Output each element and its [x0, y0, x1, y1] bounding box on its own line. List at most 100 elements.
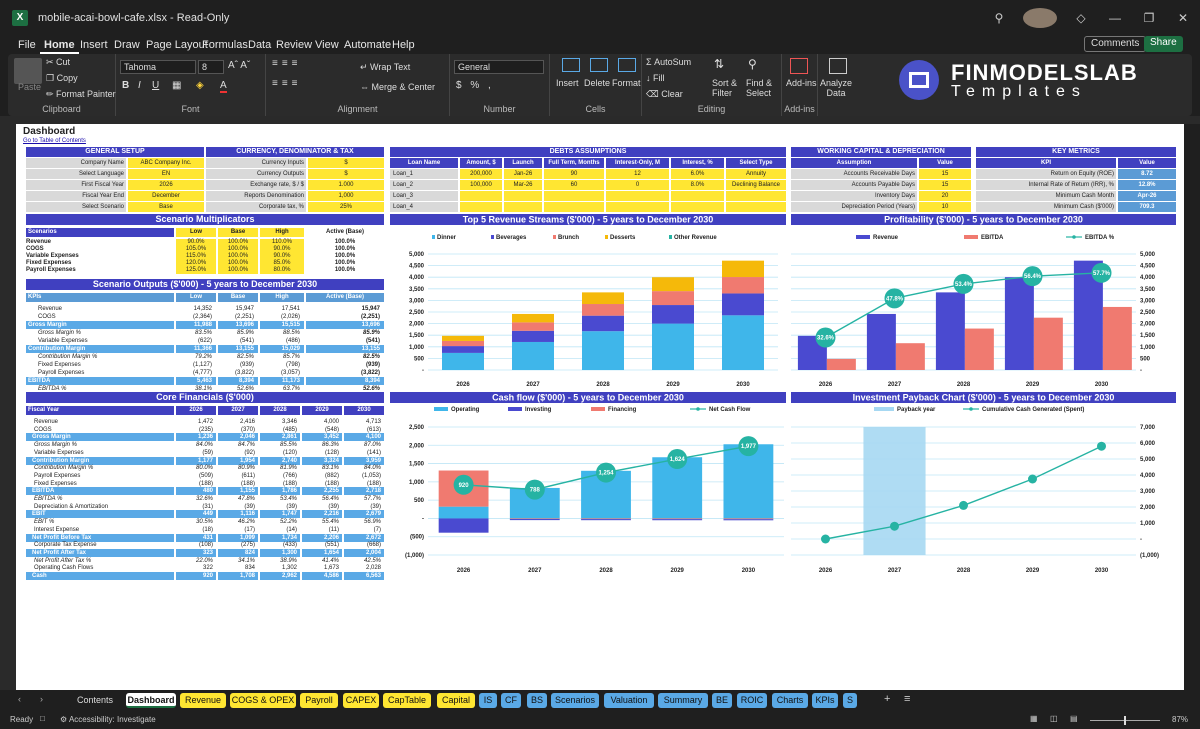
wc-value[interactable]: 15 — [919, 169, 971, 179]
debt-cell[interactable]: Mar-26 — [504, 180, 542, 190]
copy-button[interactable]: ❐ Copy — [46, 73, 78, 83]
format-button[interactable]: Format — [612, 78, 641, 88]
debt-cell[interactable] — [671, 202, 724, 212]
setup-value[interactable]: December — [128, 191, 204, 201]
debt-cell[interactable] — [671, 191, 724, 201]
format-painter-button[interactable]: ✏ Format Painter — [46, 89, 116, 99]
wc-value[interactable]: 15 — [919, 180, 971, 190]
setup-value[interactable]: EN — [128, 169, 204, 179]
debt-cell[interactable] — [544, 191, 604, 201]
borders-icon[interactable]: ▦ — [172, 80, 182, 91]
setup-value[interactable]: ABC Company Inc. — [128, 158, 204, 168]
increase-font-icon[interactable]: Aˆ Aˇ — [228, 60, 251, 71]
comments-button[interactable]: Comments — [1084, 36, 1147, 52]
currency-value[interactable]: $ — [308, 158, 384, 168]
tab-s[interactable]: S — [843, 693, 857, 708]
multiplier-cell[interactable]: 90.0% — [260, 253, 304, 260]
debt-cell[interactable]: 60 — [544, 180, 604, 190]
delete-cells-icon[interactable] — [590, 58, 608, 72]
debt-cell[interactable] — [504, 191, 542, 201]
menu-file[interactable]: File — [18, 39, 36, 51]
tab-kpis[interactable]: KPIs — [812, 693, 838, 708]
delete-button[interactable]: Delete — [584, 78, 611, 88]
paste-icon[interactable] — [14, 58, 42, 84]
debt-cell[interactable] — [544, 202, 604, 212]
merge-center-button[interactable]: ⇔ Merge & Center — [360, 82, 436, 92]
debt-cell[interactable] — [606, 202, 669, 212]
menu-automate[interactable]: Automate — [344, 39, 392, 51]
avatar[interactable] — [1023, 8, 1057, 28]
tab-bs[interactable]: BS — [527, 693, 547, 708]
debt-cell[interactable]: 0 — [606, 180, 669, 190]
tab-cogs-opex[interactable]: COGS & OPEX — [230, 693, 296, 708]
menu-help[interactable]: Help — [392, 39, 415, 51]
currency-value[interactable]: 25% — [308, 202, 384, 212]
number-format-select[interactable]: General — [454, 60, 544, 74]
tab-scroll-left-icon[interactable]: ‹ — [18, 694, 21, 704]
multiplier-cell[interactable]: 100.0% — [218, 246, 258, 253]
vertical-align-icons[interactable]: ≡≡≡ — [272, 58, 302, 69]
currency-value[interactable]: $ — [308, 169, 384, 179]
paste-button[interactable]: Paste — [18, 82, 42, 92]
zoom-level[interactable]: 87% — [1172, 715, 1189, 724]
addins-button[interactable]: Add-ins — [786, 78, 817, 88]
add-sheet-icon[interactable]: + — [884, 693, 891, 705]
setup-value[interactable]: 2026 — [128, 180, 204, 190]
page-break-icon[interactable]: ▤ — [1070, 714, 1078, 723]
multiplier-cell[interactable]: 125.0% — [176, 267, 216, 274]
insert-cells-icon[interactable] — [562, 58, 580, 72]
multiplier-cell[interactable]: 110.0% — [260, 239, 304, 246]
wc-value[interactable]: 10 — [919, 202, 971, 212]
debt-cell[interactable]: Jan-26 — [504, 169, 542, 179]
tab-contents[interactable]: Contents — [70, 693, 120, 708]
tab-cf[interactable]: CF — [501, 693, 521, 708]
sort-filter-button[interactable]: Sort & Filter — [712, 78, 738, 98]
debt-cell[interactable]: 90 — [544, 169, 604, 179]
currency-value[interactable]: 1,000 — [308, 191, 384, 201]
multiplier-cell[interactable]: 100.0% — [218, 260, 258, 267]
diamond-icon[interactable]: ◇ — [1076, 11, 1086, 25]
multiplier-cell[interactable]: 100.0% — [218, 253, 258, 260]
multiplier-cell[interactable]: 100.0% — [218, 239, 258, 246]
debt-cell[interactable] — [726, 202, 786, 212]
menu-page-layout[interactable]: Page Layout — [146, 39, 208, 51]
bold-icon[interactable]: B — [122, 80, 130, 91]
multiplier-cell[interactable]: 85.0% — [260, 260, 304, 267]
debt-cell[interactable]: 200,000 — [460, 169, 502, 179]
menu-draw[interactable]: Draw — [114, 39, 140, 51]
multiplier-cell[interactable]: 105.0% — [176, 246, 216, 253]
analyze-icon[interactable] — [829, 58, 847, 74]
debt-cell[interactable] — [606, 191, 669, 201]
zoom-slider-thumb[interactable] — [1124, 716, 1126, 725]
italic-icon[interactable]: I — [138, 80, 141, 91]
macro-icon[interactable]: □ — [40, 714, 45, 723]
accessibility-status[interactable]: ⚙ Accessibility: Investigate — [60, 715, 156, 724]
normal-view-icon[interactable]: ▦ — [1030, 714, 1038, 723]
tab-charts[interactable]: Charts — [772, 693, 808, 708]
tab-revenue[interactable]: Revenue — [180, 693, 226, 708]
addins-icon[interactable] — [790, 58, 808, 74]
multiplier-cell[interactable]: 90.0% — [260, 246, 304, 253]
tab-scroll-right-icon[interactable]: › — [40, 694, 43, 704]
wc-value[interactable]: 20 — [919, 191, 971, 201]
cut-button[interactable]: ✂ Cut — [46, 57, 71, 67]
tab-dashboard[interactable]: Dashboard — [126, 693, 176, 708]
multiplier-cell[interactable]: 115.0% — [176, 253, 216, 260]
all-sheets-icon[interactable]: ≡ — [904, 693, 911, 705]
minimize-icon[interactable]: — — [1109, 11, 1121, 25]
debt-cell[interactable]: 100,000 — [460, 180, 502, 190]
debt-cell[interactable]: Declining Balance — [726, 180, 786, 190]
menu-view[interactable]: View — [315, 39, 339, 51]
tab-payroll[interactable]: Payroll — [300, 693, 338, 708]
menu-data[interactable]: Data — [248, 39, 272, 51]
page-layout-icon[interactable]: ◫ — [1050, 714, 1058, 723]
autosum-button[interactable]: Σ AutoSum — [646, 57, 692, 67]
tab-be[interactable]: BE — [712, 693, 732, 708]
vertical-scrollbar[interactable] — [1184, 124, 1200, 690]
share-button[interactable]: Share — [1144, 36, 1183, 52]
toc-link[interactable]: Go to Table of Contents — [23, 138, 86, 144]
font-color-icon[interactable]: A — [220, 80, 227, 93]
currency-format-icons[interactable]: $ % , — [456, 80, 494, 91]
setup-value[interactable]: Base — [128, 202, 204, 212]
horizontal-align-icons[interactable]: ≡≡≡ — [272, 78, 302, 89]
